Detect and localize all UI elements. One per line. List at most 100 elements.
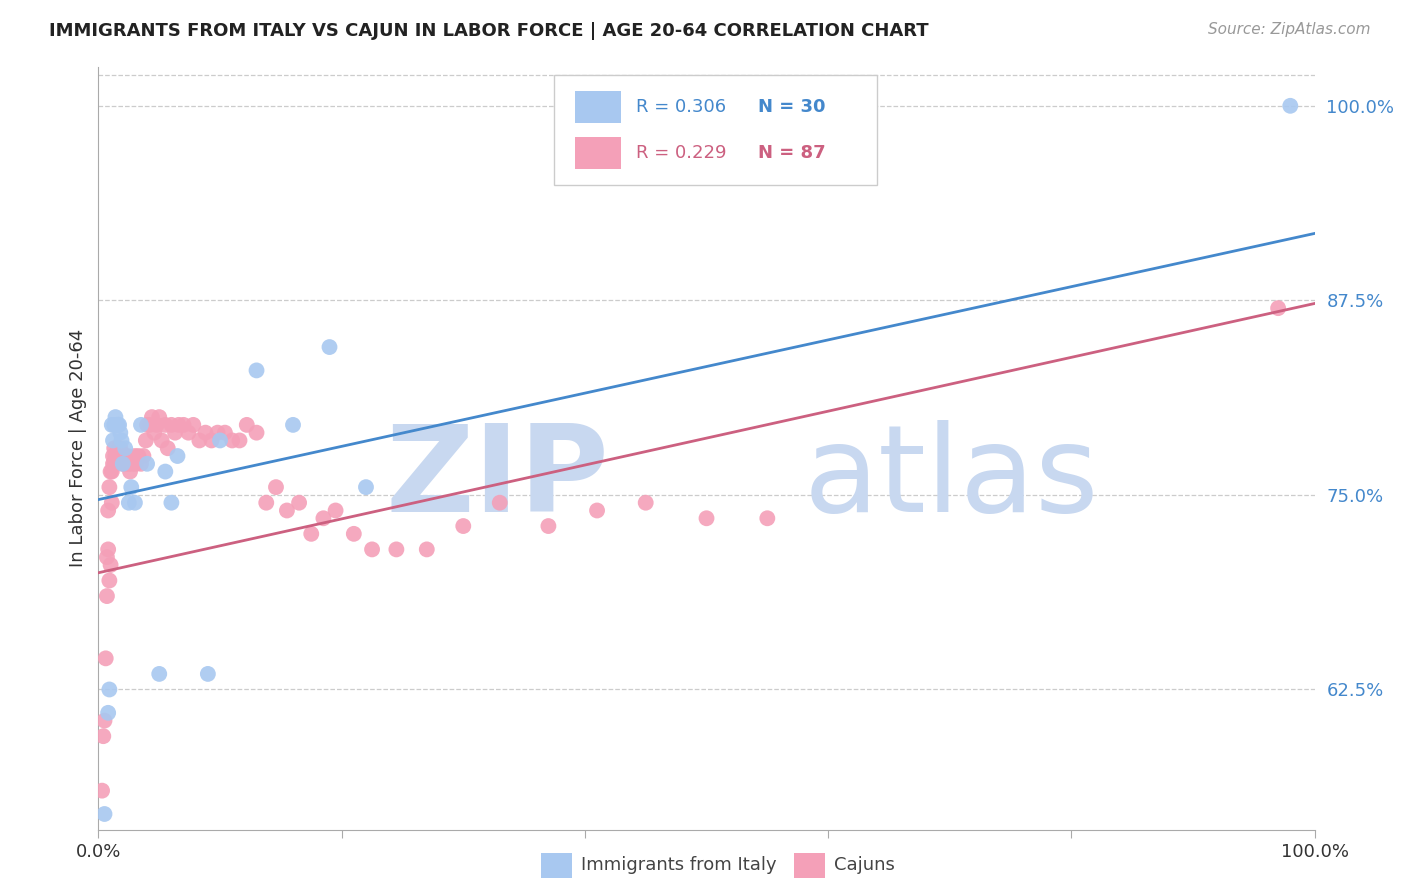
Point	[264, 480, 287, 494]
Point	[115, 457, 138, 471]
Point	[114, 449, 136, 463]
Y-axis label: In Labor Force | Age 20-64: In Labor Force | Age 20-64	[69, 329, 87, 567]
Point	[108, 441, 131, 455]
Point	[276, 503, 298, 517]
Text: Cajuns: Cajuns	[834, 856, 894, 874]
Point	[125, 457, 148, 471]
Point	[110, 434, 132, 448]
Point	[104, 449, 127, 463]
Point	[177, 425, 200, 440]
Point	[488, 496, 510, 510]
Point	[101, 434, 124, 448]
Point	[537, 519, 560, 533]
Point	[163, 425, 186, 440]
Point	[586, 503, 609, 517]
Point	[696, 511, 718, 525]
Point	[97, 542, 120, 557]
Point	[756, 511, 779, 525]
Point	[107, 441, 129, 455]
Point	[236, 417, 259, 432]
Point	[1279, 99, 1302, 113]
Text: IMMIGRANTS FROM ITALY VS CAJUN IN LABOR FORCE | AGE 20-64 CORRELATION CHART: IMMIGRANTS FROM ITALY VS CAJUN IN LABOR …	[49, 22, 929, 40]
Point	[132, 449, 155, 463]
Point	[101, 417, 124, 432]
Point	[121, 457, 143, 471]
Point	[136, 417, 159, 432]
Point	[155, 465, 177, 479]
Point	[108, 417, 131, 432]
Point	[299, 526, 322, 541]
Point	[200, 434, 222, 448]
Point	[97, 706, 120, 720]
Text: ZIP: ZIP	[385, 420, 609, 537]
Point	[103, 417, 125, 432]
Point	[105, 449, 128, 463]
Point	[148, 667, 170, 681]
Point	[94, 651, 117, 665]
Point	[160, 496, 183, 510]
Point	[135, 434, 157, 448]
Point	[93, 714, 115, 728]
Point	[114, 441, 136, 455]
Point	[124, 496, 146, 510]
Point	[188, 434, 211, 448]
Point	[214, 425, 236, 440]
Point	[91, 729, 114, 743]
Point	[120, 480, 142, 494]
Point	[138, 417, 160, 432]
Point	[143, 425, 166, 440]
Point	[221, 434, 243, 448]
Point	[93, 807, 115, 822]
Text: N = 87: N = 87	[758, 145, 825, 162]
Point	[98, 480, 121, 494]
Text: atlas: atlas	[804, 420, 1099, 537]
Point	[112, 449, 135, 463]
Point	[228, 434, 250, 448]
Point	[1267, 301, 1289, 315]
Point	[141, 410, 163, 425]
Point	[150, 434, 173, 448]
Point	[98, 682, 121, 697]
Point	[91, 783, 114, 797]
Point	[166, 449, 188, 463]
Point	[343, 526, 366, 541]
Point	[197, 667, 219, 681]
Point	[129, 417, 152, 432]
Point	[110, 425, 132, 440]
Point	[103, 441, 125, 455]
Point	[181, 417, 204, 432]
Point	[416, 542, 439, 557]
Point	[108, 441, 131, 455]
Point	[96, 550, 118, 565]
Point	[281, 417, 304, 432]
Point	[100, 465, 122, 479]
Point	[354, 480, 377, 494]
Text: R = 0.306: R = 0.306	[636, 98, 725, 116]
Point	[101, 465, 124, 479]
Point	[98, 574, 121, 588]
FancyBboxPatch shape	[575, 137, 621, 169]
Point	[148, 410, 170, 425]
Point	[105, 417, 128, 432]
Point	[318, 340, 340, 354]
Point	[105, 457, 128, 471]
Point	[104, 449, 127, 463]
Point	[110, 449, 132, 463]
Point	[100, 558, 122, 572]
Point	[129, 457, 152, 471]
Point	[118, 496, 141, 510]
Point	[111, 457, 134, 471]
Point	[97, 503, 120, 517]
Point	[110, 449, 132, 463]
Point	[312, 511, 335, 525]
Point	[325, 503, 347, 517]
Point	[128, 449, 150, 463]
Point	[118, 457, 141, 471]
Point	[136, 457, 159, 471]
Point	[110, 449, 132, 463]
Text: Source: ZipAtlas.com: Source: ZipAtlas.com	[1208, 22, 1371, 37]
Text: N = 30: N = 30	[758, 98, 825, 116]
Point	[104, 410, 127, 425]
Point	[634, 496, 657, 510]
Point	[101, 449, 124, 463]
